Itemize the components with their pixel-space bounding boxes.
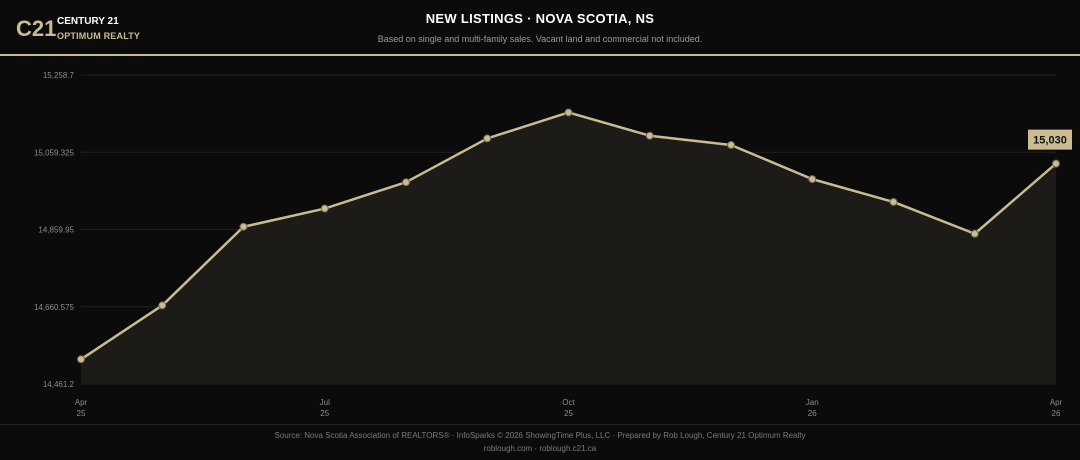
area-fill (81, 112, 1056, 384)
data-point[interactable] (239, 222, 248, 231)
x-tick-year: 25 (77, 409, 86, 418)
footer: Source: Nova Scotia Association of REALT… (0, 424, 1080, 460)
x-tick-year: 26 (808, 409, 817, 418)
footer-links[interactable]: roblough.com · roblough.c21.ca (483, 444, 597, 453)
callout-box (1028, 129, 1072, 150)
logo-brand-name: CENTURY 21 (57, 16, 119, 27)
callout-value: 15,030 (1033, 135, 1067, 147)
data-point[interactable] (402, 178, 410, 187)
data-point[interactable] (158, 301, 167, 310)
y-axis: 15,258.7 15,059.325 14,859.95 14,660.575 14,… (34, 71, 75, 389)
x-tick-year: 25 (320, 409, 329, 418)
x-tick-label: Apr (1050, 398, 1063, 407)
logo-mark: C21 (16, 16, 57, 41)
x-tick-label: Jul (320, 398, 330, 407)
chart-points (77, 108, 1060, 364)
chart-area (81, 112, 1056, 384)
x-tick-year: 25 (564, 409, 573, 418)
data-point[interactable] (77, 355, 85, 364)
data-point[interactable] (645, 131, 654, 140)
line-chart: 15,258.7 15,059.325 14,859.95 14,660.575 14,… (34, 71, 1072, 418)
data-point[interactable] (808, 175, 817, 184)
y-tick-label: 14,859.95 (38, 226, 74, 235)
x-tick-label: Oct (562, 398, 575, 407)
y-tick-label: 14,660.575 (34, 303, 75, 312)
x-axis: Apr 25 Jul 25 Oct 25 Jan 26 Apr 26 (75, 398, 1063, 418)
x-tick-year: 26 (1052, 409, 1061, 418)
data-point[interactable] (889, 197, 898, 206)
data-point[interactable] (483, 134, 492, 143)
y-tick-label: 15,258.7 (43, 71, 75, 80)
page-subtitle: Based on single and multi-family sales. … (377, 34, 703, 44)
footer-source: Source: Nova Scotia Association of REALT… (274, 431, 806, 440)
data-point[interactable] (320, 204, 329, 213)
x-tick-label: Apr (75, 398, 88, 407)
data-point[interactable] (970, 229, 979, 238)
logo-office-name: OPTIMUM REALTY (57, 31, 141, 41)
x-tick-label: Jan (806, 398, 819, 407)
data-point[interactable] (564, 108, 573, 117)
last-value-callout: 15,030 (1028, 129, 1072, 150)
page-title: NEW LISTINGS · NOVA SCOTIA, NS (425, 11, 655, 26)
data-point[interactable] (1052, 159, 1060, 168)
y-tick-label: 14,461.2 (43, 380, 75, 389)
header: C21 CENTURY 21 OPTIMUM REALTY NEW LISTIN… (0, 0, 1080, 56)
y-tick-label: 15,059.325 (34, 148, 75, 157)
data-point[interactable] (727, 141, 735, 150)
